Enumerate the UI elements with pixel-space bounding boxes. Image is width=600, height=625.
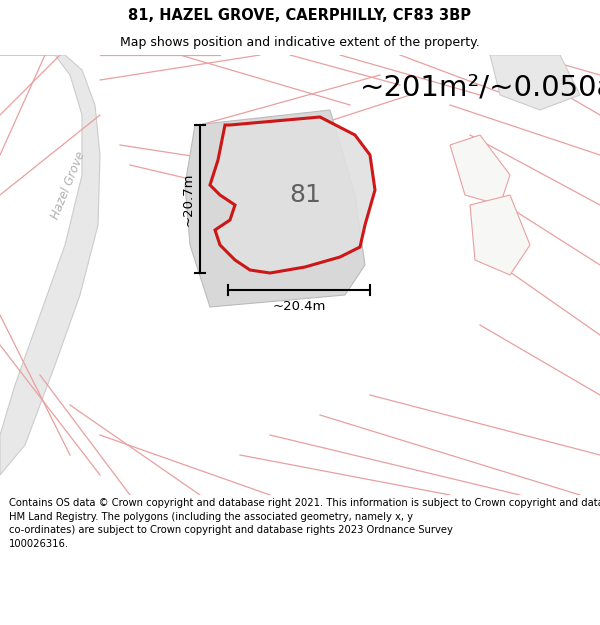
Polygon shape: [450, 135, 510, 205]
Text: 81, HAZEL GROVE, CAERPHILLY, CF83 3BP: 81, HAZEL GROVE, CAERPHILLY, CF83 3BP: [128, 8, 472, 23]
Polygon shape: [0, 55, 100, 475]
Text: ~20.7m: ~20.7m: [182, 173, 194, 226]
Polygon shape: [185, 110, 365, 307]
Text: Map shows position and indicative extent of the property.: Map shows position and indicative extent…: [120, 36, 480, 49]
Polygon shape: [210, 117, 375, 273]
Polygon shape: [490, 55, 580, 110]
Text: ~201m²/~0.050ac.: ~201m²/~0.050ac.: [360, 73, 600, 101]
Text: 81: 81: [289, 183, 321, 207]
Polygon shape: [470, 195, 530, 275]
Text: Contains OS data © Crown copyright and database right 2021. This information is : Contains OS data © Crown copyright and d…: [9, 498, 600, 549]
Text: ~20.4m: ~20.4m: [272, 299, 326, 312]
Text: Hazel Grove: Hazel Grove: [49, 149, 88, 221]
